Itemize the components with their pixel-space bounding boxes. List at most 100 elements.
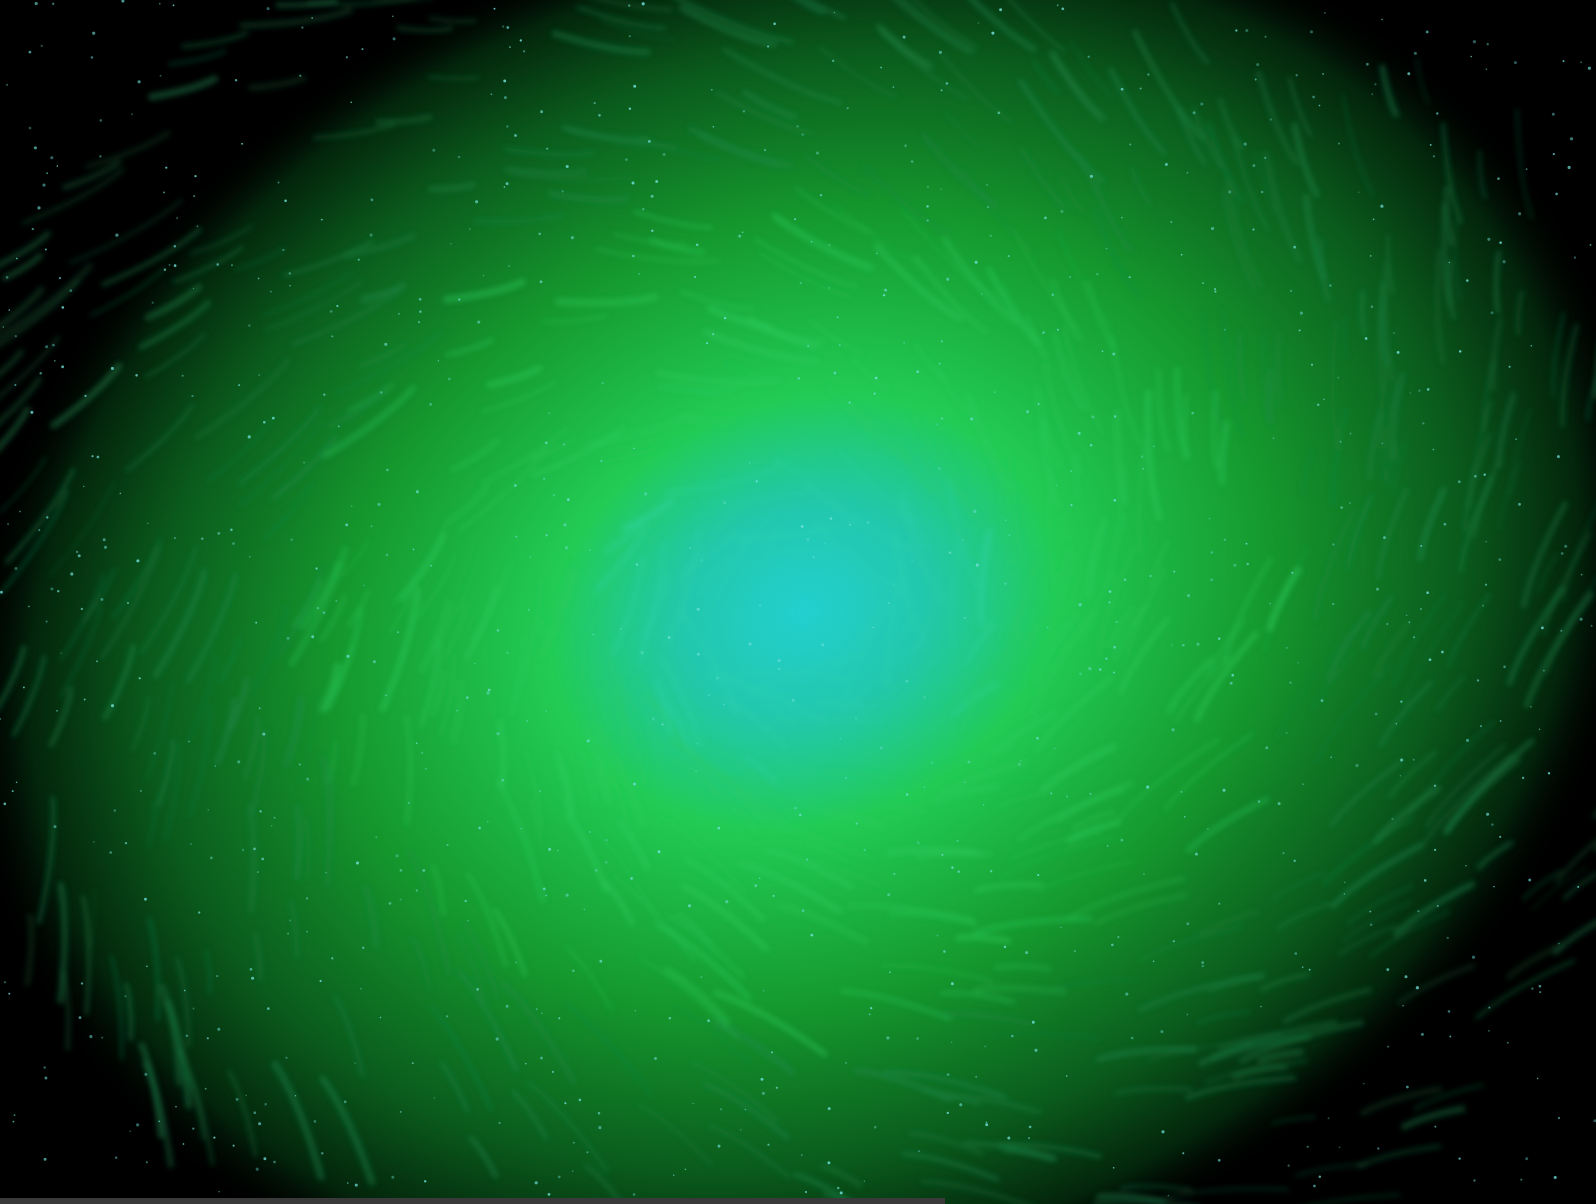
swirl-strand [24,913,35,987]
swirl-strand [1266,369,1274,425]
star-dot [89,1035,93,1039]
swirl-strand [503,167,589,176]
star-dot [886,1036,890,1040]
star-dot [1044,216,1047,220]
star-dot [964,616,966,619]
swirl-strand [1008,0,1067,53]
swirl-strand [679,289,757,312]
star-dot [695,770,698,773]
star-dot [204,1087,207,1090]
swirl-strand [1359,1085,1443,1116]
star-dot [264,1103,267,1106]
star-dot [1245,542,1248,545]
star-dot [52,343,55,347]
star-dot [502,25,505,28]
swirl-strand [387,591,412,635]
star-dot [723,501,727,505]
star-dot [1254,78,1257,81]
star-dot [951,866,954,869]
swirl-strand [1112,602,1149,662]
swirl-strand [901,1151,1000,1182]
star-dot [1318,104,1321,107]
star-dot [1096,272,1099,276]
swirl-strand [485,364,543,389]
star-dot [1218,902,1221,905]
star-dot [956,839,959,842]
star-dot [605,838,608,842]
swirl-strand [707,1123,791,1179]
star-dot [1482,604,1485,607]
star-dot [990,870,993,873]
star-dot [1056,4,1059,7]
swirl-strand [290,288,400,347]
star-dot [1470,55,1472,58]
swirl-strand [322,384,417,459]
swirl-strand [1194,630,1260,723]
swirl-strand [1255,70,1300,166]
star-dot [940,89,943,92]
star-dot [545,710,547,712]
star-dot [967,760,971,764]
star-dot [201,537,204,540]
star-dot [1260,190,1264,194]
swirl-strand [721,46,844,106]
star-dot [14,335,17,338]
star-dot [700,976,703,978]
swirl-strand [319,753,333,887]
star-dot [385,553,389,557]
star-dot [946,277,950,281]
star-dot [247,435,251,439]
swirl-strand [578,750,597,807]
swirl-strand [912,0,980,49]
star-dot [241,142,244,145]
swirl-strand [817,45,898,99]
swirl-strand [736,859,843,915]
swirl-strand [522,749,543,829]
star-dot [1007,1136,1011,1140]
star-dot [14,566,18,571]
star-dot [146,522,149,525]
star-dot [1318,1175,1322,1179]
swirl-strand [1031,611,1080,684]
star-dot [1369,910,1372,913]
swirl-strand [820,1163,863,1188]
star-dot [798,813,802,817]
star-dot [1180,253,1183,256]
star-dot [700,559,703,561]
star-dot [778,667,781,670]
swirl-strand [418,598,452,674]
swirl-strand [11,655,47,737]
star-dot [1400,700,1403,703]
star-dot [1245,28,1249,33]
star-dot [198,911,201,914]
star-dot [407,801,411,804]
star-dot [28,126,32,130]
swirl-strand [340,539,370,578]
star-dot [565,893,569,897]
star-dot [1202,282,1204,284]
star-dot [214,765,217,767]
star-dot [399,898,402,901]
star-dot [56,709,58,712]
star-dot [806,858,809,861]
star-dot [926,205,929,208]
star-dot [986,184,988,186]
swirl-strand [193,357,292,441]
star-dot [975,1075,978,1078]
star-dot [1339,440,1342,443]
star-dot [1395,723,1398,725]
star-dot [311,17,314,19]
swirl-strand [1146,1040,1254,1063]
star-dot [28,605,30,608]
swirl-strand [563,944,614,1012]
star-dot [282,248,285,252]
star-dot [640,651,644,655]
star-dot [61,365,65,369]
swirl-strand [1259,971,1311,993]
swirl-strand [1232,1064,1288,1079]
star-dot [19,510,21,513]
star-dot [1171,728,1175,732]
star-dot [1407,72,1411,76]
star-dot [911,559,914,561]
swirl-strand [456,968,520,1073]
